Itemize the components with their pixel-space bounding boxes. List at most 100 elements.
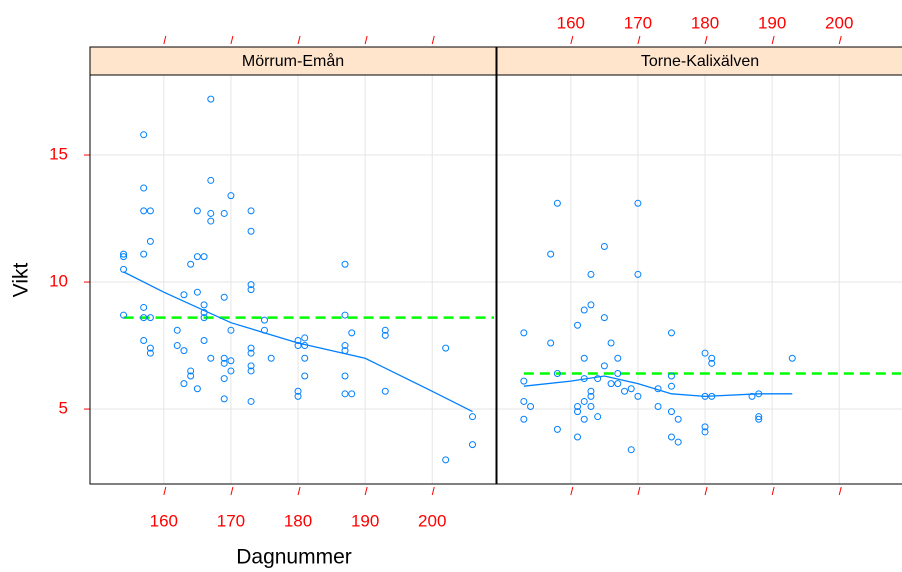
x-tick (297, 35, 301, 45)
point (267, 354, 275, 362)
point (140, 314, 148, 322)
point (207, 354, 215, 362)
point (553, 425, 561, 433)
point (140, 250, 148, 258)
point (180, 291, 188, 299)
x-tick (230, 35, 234, 45)
point (173, 326, 181, 334)
point (674, 415, 682, 423)
y-axis-label: Vikt (10, 263, 33, 298)
point (247, 286, 255, 294)
point (574, 408, 582, 416)
point (187, 367, 195, 375)
x-tick (364, 486, 368, 496)
x-tick (771, 486, 775, 496)
point (220, 209, 228, 217)
x-tick (838, 486, 842, 496)
point (247, 362, 255, 370)
panel-border (496, 74, 902, 485)
point (520, 397, 528, 405)
x-tick (637, 35, 641, 45)
point (173, 342, 181, 350)
point (442, 456, 450, 464)
point (748, 392, 756, 400)
point (667, 433, 675, 441)
point (574, 403, 582, 411)
point (120, 311, 128, 319)
x-tick (163, 35, 167, 45)
point (301, 372, 309, 380)
point (120, 250, 128, 258)
loess-curve (123, 271, 473, 413)
point (527, 403, 535, 411)
point (614, 380, 622, 388)
point (146, 344, 154, 352)
x-tick (838, 35, 842, 45)
point (634, 270, 642, 278)
point (701, 349, 709, 357)
point (341, 372, 349, 380)
point (574, 321, 582, 329)
point (607, 339, 615, 347)
point (120, 265, 128, 273)
x-tick (704, 35, 708, 45)
point (193, 288, 201, 296)
point (381, 326, 389, 334)
point (227, 192, 235, 200)
point (260, 316, 268, 324)
point (220, 354, 228, 362)
point (587, 387, 595, 395)
point (247, 227, 255, 235)
point (547, 250, 555, 258)
point (614, 369, 622, 377)
point (227, 326, 235, 334)
point (381, 331, 389, 339)
point (553, 369, 561, 377)
point (755, 415, 763, 423)
point (207, 176, 215, 184)
point (180, 380, 188, 388)
point (788, 354, 796, 362)
point (247, 397, 255, 405)
strip (496, 46, 902, 76)
point (200, 301, 208, 309)
point (301, 354, 309, 362)
x-tick (230, 486, 234, 496)
point (547, 339, 555, 347)
point (520, 377, 528, 385)
point (341, 390, 349, 398)
strip (89, 46, 497, 76)
point (294, 387, 302, 395)
point (600, 362, 608, 370)
point (227, 357, 235, 365)
point (180, 347, 188, 355)
point (207, 95, 215, 103)
point (146, 349, 154, 357)
point (140, 207, 148, 215)
point (187, 260, 195, 268)
point (580, 354, 588, 362)
x-tick-label: 190 (351, 511, 379, 530)
panel-border (89, 74, 497, 485)
point (193, 207, 201, 215)
point (594, 413, 602, 421)
point (614, 354, 622, 362)
point (667, 408, 675, 416)
x-tick-label: 180 (284, 511, 312, 530)
point (674, 438, 682, 446)
point (654, 403, 662, 411)
point (621, 387, 629, 395)
x-tick (771, 35, 775, 45)
point (600, 242, 608, 250)
y-tick-label: 10 (49, 272, 68, 291)
point (341, 311, 349, 319)
point (120, 253, 128, 261)
x-tick-label: 200 (418, 511, 446, 530)
x-tick (637, 486, 641, 496)
point (580, 415, 588, 423)
point (301, 334, 309, 342)
point (247, 349, 255, 357)
x-tick (431, 35, 435, 45)
point (140, 303, 148, 311)
point (220, 395, 228, 403)
